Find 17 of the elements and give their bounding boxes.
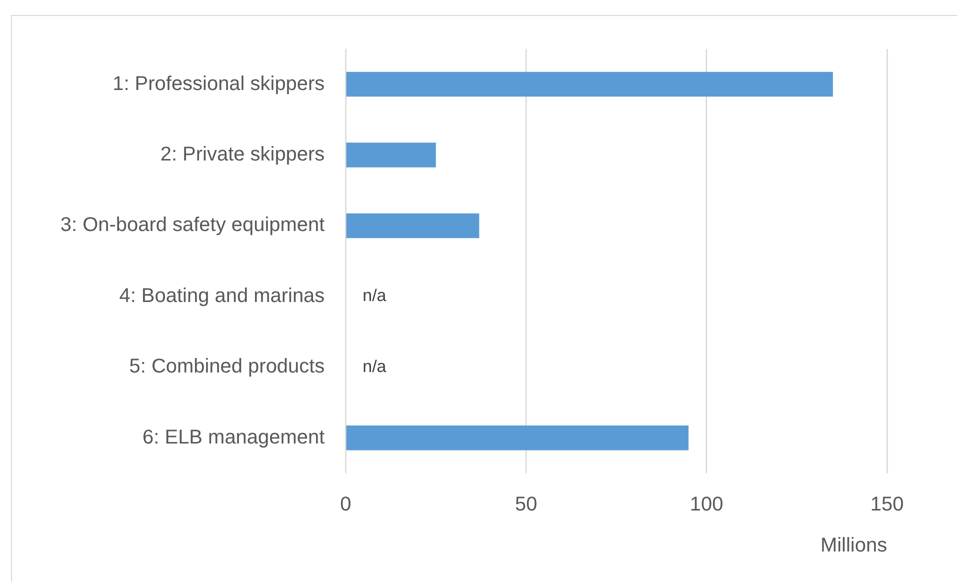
y-tick-label: 1: Professional skippers — [112, 72, 325, 95]
x-tick-label: 0 — [340, 494, 352, 516]
text: n/a — [362, 286, 386, 306]
bar — [346, 72, 833, 97]
x-tick-label: 100 — [690, 494, 724, 516]
y-tick-label: 6: ELB management — [142, 426, 326, 448]
bar — [346, 142, 436, 168]
bar — [346, 425, 689, 450]
y-tick-label: 4: Boating and marinas — [119, 284, 325, 307]
text: n/a — [362, 356, 386, 376]
x-axis-title: Millions — [820, 534, 888, 557]
y-tick-label: 2: Private skippers — [160, 144, 325, 166]
x-tick-label: 150 — [870, 494, 904, 516]
y-tick-label: 5: Combined products — [129, 356, 325, 378]
x-tick-label: 50 — [515, 494, 538, 516]
bar — [346, 213, 480, 238]
y-tick-label: 3: On-board safety equipment — [60, 214, 326, 236]
